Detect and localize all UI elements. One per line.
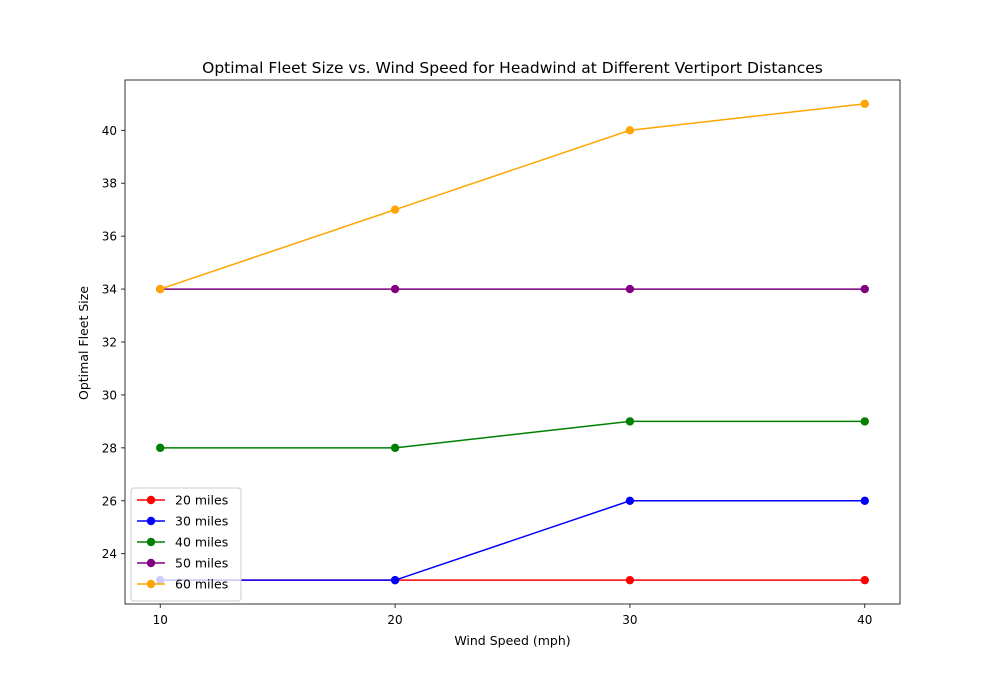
y-axis-label: Optimal Fleet Size — [76, 286, 91, 400]
legend-marker — [146, 558, 156, 568]
legend-label: 40 miles — [175, 535, 228, 550]
legend-entry: 30 miles — [137, 514, 228, 529]
x-axis-label: Wind Speed (mph) — [454, 633, 570, 648]
x-tick-label: 20 — [387, 613, 402, 627]
legend-entry: 50 miles — [137, 556, 228, 571]
plot-area — [156, 99, 869, 585]
y-tick-label: 24 — [102, 547, 117, 561]
legend-label: 60 miles — [175, 577, 228, 592]
legend-label: 50 miles — [175, 556, 228, 571]
axes: 10 20 30 40 24 26 28 30 32 34 36 38 40 — [102, 79, 901, 627]
data-point — [390, 284, 400, 294]
x-tick-label: 30 — [622, 613, 637, 627]
x-tick-label: 40 — [857, 613, 872, 627]
legend-marker — [146, 516, 156, 526]
y-tick-label: 38 — [102, 177, 117, 191]
legend-entry: 40 miles — [137, 535, 228, 550]
series-line — [160, 500, 865, 581]
data-point — [625, 496, 635, 505]
legend-entry: 20 miles — [137, 493, 228, 508]
legend-marker — [146, 537, 156, 547]
data-point — [390, 443, 400, 453]
data-point — [860, 496, 869, 505]
data-point — [156, 443, 165, 453]
legend-box — [130, 487, 242, 602]
data-point — [860, 575, 869, 585]
data-point — [860, 284, 869, 294]
series-line — [160, 420, 865, 449]
data-point — [860, 99, 869, 109]
legend-label: 20 miles — [175, 493, 228, 508]
data-point — [156, 284, 165, 294]
data-point — [390, 205, 400, 214]
legend-label: 30 miles — [175, 514, 228, 529]
x-tick-label: 10 — [153, 613, 168, 627]
chart-title: Optimal Fleet Size vs. Wind Speed for He… — [202, 59, 823, 77]
data-point — [625, 575, 635, 585]
legend-marker — [146, 495, 156, 505]
data-point — [625, 126, 635, 135]
series-4 — [156, 99, 869, 294]
legend-entry: 60 miles — [137, 577, 228, 592]
series-line — [159, 103, 865, 290]
legend: 20 miles 30 miles 40 miles 50 miles 60 miles — [130, 487, 242, 602]
series-1 — [156, 496, 869, 585]
y-tick-label: 30 — [102, 388, 117, 402]
y-tick-label: 26 — [102, 494, 117, 508]
data-point — [625, 284, 635, 294]
data-point — [390, 575, 400, 585]
y-tick-label: 40 — [102, 124, 117, 138]
y-tick-label: 34 — [102, 283, 117, 297]
y-tick-label: 36 — [102, 230, 117, 244]
series-3 — [156, 284, 869, 294]
data-point — [625, 417, 635, 426]
legend-marker — [146, 579, 156, 589]
series-2 — [156, 417, 869, 453]
y-tick-label: 32 — [102, 336, 117, 350]
data-point — [860, 417, 869, 426]
y-tick-label: 28 — [102, 441, 117, 455]
